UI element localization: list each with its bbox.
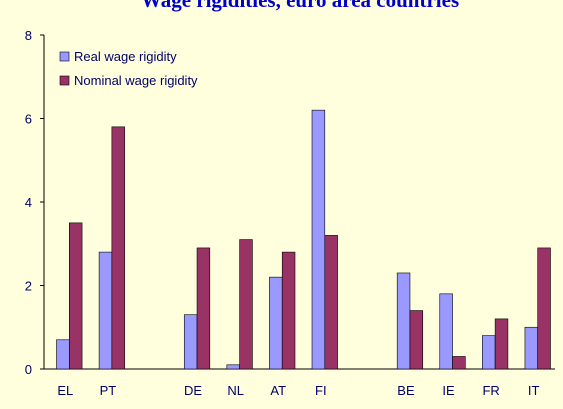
x-tick-label: PT xyxy=(100,383,117,398)
bar xyxy=(524,326,539,370)
y-tick-label: 2 xyxy=(25,279,32,294)
bar xyxy=(196,247,211,370)
bar xyxy=(98,251,113,370)
bar xyxy=(396,272,411,370)
legend-label: Nominal wage rigidity xyxy=(74,73,198,88)
bar xyxy=(269,276,283,370)
legend-swatch xyxy=(59,75,70,86)
bar xyxy=(537,247,551,370)
x-tick-label: FR xyxy=(482,383,499,398)
x-tick-label: AT xyxy=(270,383,286,398)
legend-label: Real wage rigidity xyxy=(74,49,177,64)
bar xyxy=(452,356,466,370)
x-tick-label: BE xyxy=(397,383,415,398)
bar xyxy=(68,222,83,370)
bar xyxy=(226,364,240,370)
x-tick-label: DE xyxy=(184,383,202,398)
chart-title: Wage rigidities, euro area countries xyxy=(141,0,459,12)
y-tick-label: 0 xyxy=(25,362,32,377)
x-tick-label: IT xyxy=(528,383,540,398)
bar xyxy=(494,318,509,370)
y-tick-label: 4 xyxy=(25,195,32,210)
bar xyxy=(439,293,453,370)
bar xyxy=(409,310,424,370)
x-tick-label: IE xyxy=(442,383,455,398)
y-tick-label: 8 xyxy=(25,28,32,43)
bar xyxy=(239,239,253,370)
x-tick-label: NL xyxy=(227,383,244,398)
bar xyxy=(324,235,338,370)
legend-swatch xyxy=(59,51,70,62)
bar xyxy=(281,251,296,370)
bar xyxy=(482,335,496,370)
bar xyxy=(183,314,198,370)
x-tick-label: EL xyxy=(57,383,73,398)
bar xyxy=(56,339,70,370)
bar xyxy=(311,109,326,370)
bar xyxy=(111,126,125,370)
y-tick-label: 6 xyxy=(25,112,32,127)
x-tick-label: FI xyxy=(315,383,327,398)
